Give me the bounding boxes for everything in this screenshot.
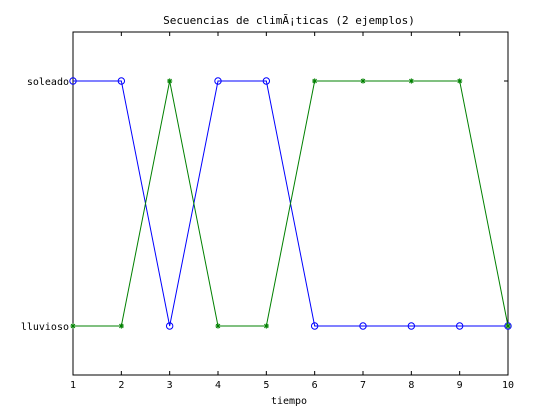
x-tick-label: 7 [360,380,366,391]
series-1-point [167,78,173,84]
series-1-point [505,323,511,329]
series-1-point [457,78,463,84]
series-0-point [117,77,126,85]
y-tick-label: soleado [27,77,69,88]
series-layer [69,77,512,330]
series-1-point [312,78,318,84]
series-0-point [165,322,174,330]
series-0-point [69,77,77,85]
series-0-point [214,77,222,85]
series-1-point [263,323,269,329]
series-1-point [118,323,124,329]
x-tick-label: 8 [408,380,414,391]
x-tick-label: 4 [215,380,221,391]
x-tick-label: 9 [457,380,463,391]
series-1-point [360,78,366,84]
x-axis-label: tiempo [271,396,307,407]
series-1-point [408,78,414,84]
x-axis: 1 2 3 4 5 6 7 8 9 10 [70,32,514,391]
series-1-point [215,323,221,329]
series-0-point [455,322,464,330]
y-tick-label: lluvioso [21,322,69,333]
x-tick-label: 5 [263,380,269,391]
chart-title: Secuencias de climÃ¡ticas (2 ejemplos) [163,14,415,27]
series-0-point [262,77,271,85]
series-0-point [310,322,319,330]
series-0-point [407,322,416,330]
x-tick-label: 2 [118,380,124,391]
series-0-point [359,322,367,330]
x-tick-label: 6 [312,380,318,391]
series-1-point [70,323,76,329]
x-tick-label: 10 [502,380,514,391]
x-tick-label: 1 [70,380,76,391]
series-0-point [504,322,512,330]
x-tick-label: 3 [167,380,173,391]
series-1-line [73,80,509,327]
